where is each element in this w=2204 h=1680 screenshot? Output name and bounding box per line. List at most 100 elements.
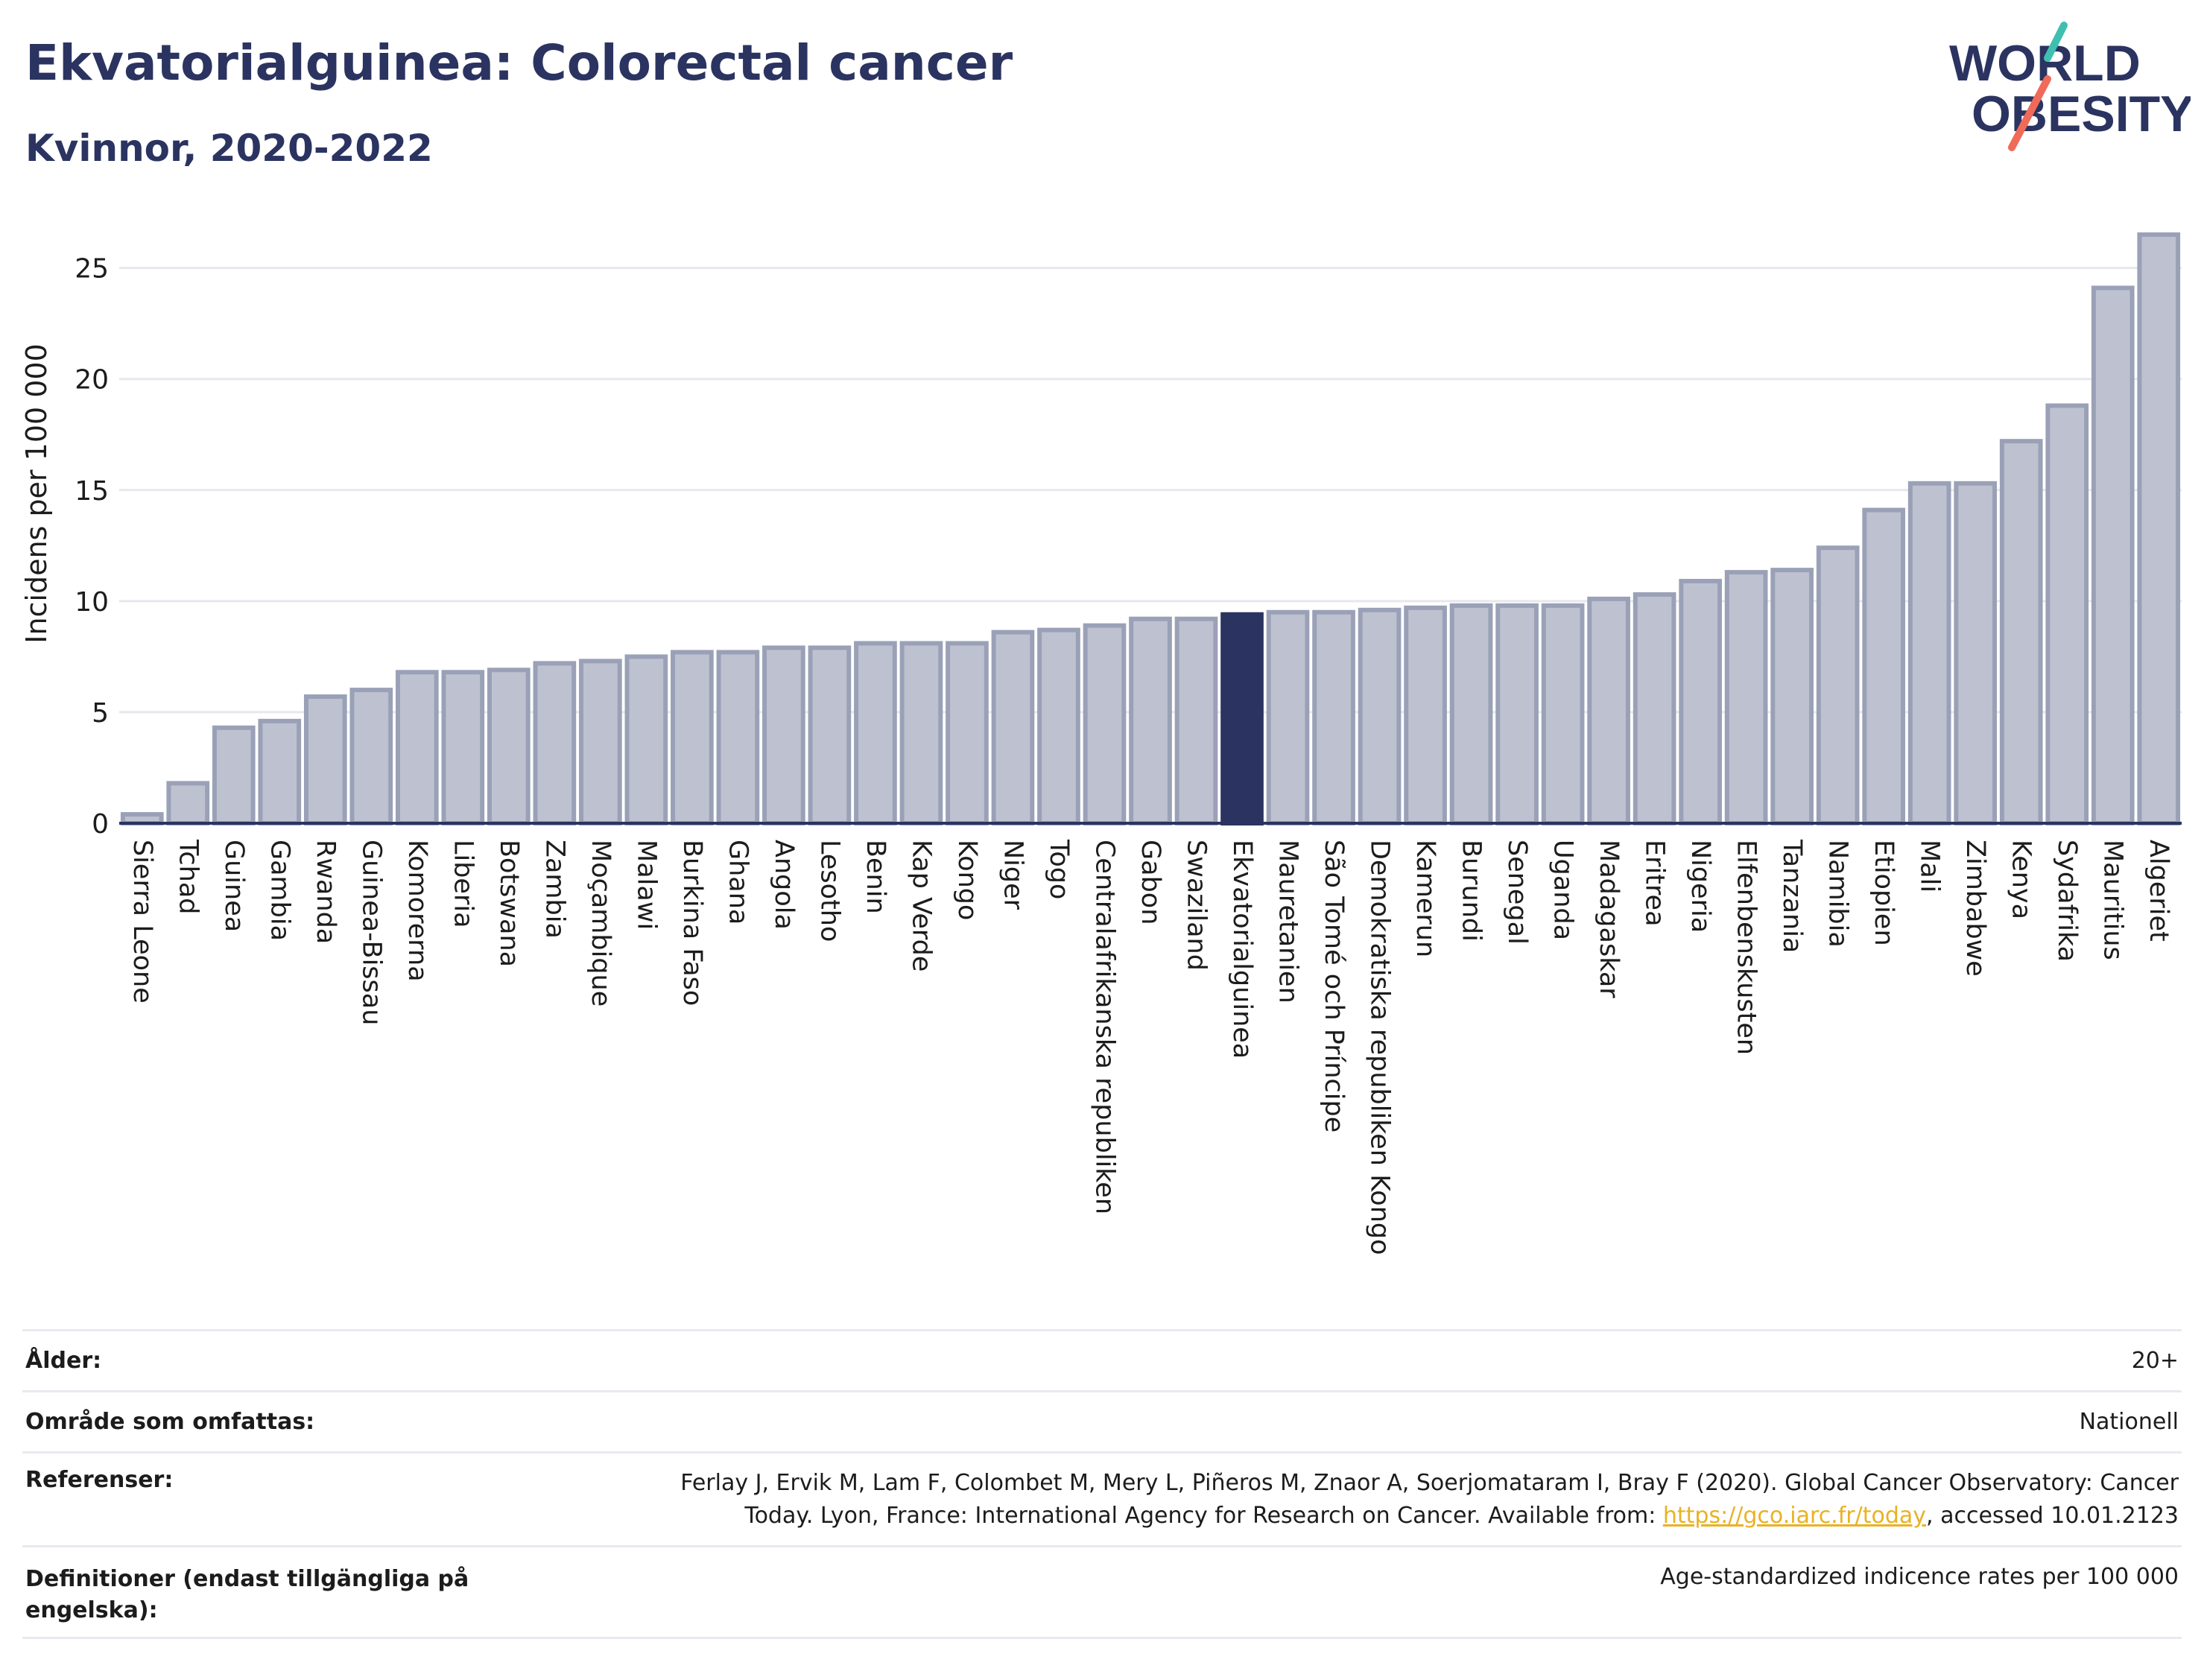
bar[interactable] — [1312, 609, 1355, 826]
bar[interactable] — [1954, 481, 1998, 825]
x-tick-label: Zimbabwe — [1960, 840, 1990, 977]
bar[interactable] — [166, 781, 210, 826]
bar[interactable] — [899, 641, 943, 825]
reference-text-line1: Ferlay J, Ervik M, Lam F, Colombet M, Me… — [680, 1470, 2179, 1496]
x-tick-label: Mali — [1915, 840, 1945, 893]
references-value: Ferlay J, Ervik M, Lam F, Colombet M, Me… — [680, 1467, 2179, 1532]
x-axis: Sierra Leone Tchad Guinea Gambia Rwanda Guine… — [119, 822, 2182, 1255]
chart-title: Ekvatorialguinea: Colorectal cancer — [25, 34, 1013, 92]
bar[interactable] — [2091, 285, 2135, 825]
bar[interactable] — [1724, 570, 1768, 825]
x-tick-label: Liberia — [448, 840, 478, 928]
info-row-references: Referenser: Ferlay J, Ervik M, Lam F, Co… — [22, 1451, 2182, 1545]
bar[interactable] — [1449, 603, 1493, 825]
bar[interactable] — [1587, 596, 1630, 825]
x-tick-label: Mauritius — [2098, 840, 2128, 960]
bar[interactable] — [395, 670, 439, 826]
bar[interactable] — [1633, 592, 1676, 825]
bar[interactable] — [762, 645, 805, 825]
x-tick-label: Kongo — [952, 840, 982, 920]
x-tick-label: Tchad — [173, 839, 203, 915]
x-tick-label: Ghana — [723, 840, 753, 925]
x-tick-label: Algeriet — [2144, 840, 2173, 942]
bar[interactable] — [1495, 603, 1539, 825]
bar[interactable] — [1129, 616, 1172, 825]
bar[interactable] — [349, 688, 393, 825]
bar[interactable] — [624, 654, 668, 826]
x-tick-label: Angola — [769, 840, 799, 930]
y-tick-label: 20 — [75, 365, 109, 396]
bar[interactable] — [1770, 568, 1814, 825]
bar[interactable] — [212, 725, 256, 826]
x-tick-label: Kamerun — [1410, 840, 1440, 957]
bar[interactable] — [671, 650, 714, 825]
x-tick-label: Sierra Leone — [127, 840, 157, 1004]
bar[interactable] — [991, 630, 1035, 825]
area-value: Nationell — [2079, 1409, 2179, 1435]
x-tick-label: Malawi — [631, 840, 661, 930]
bar[interactable] — [1679, 579, 1722, 825]
x-tick-label: Centralafrikanska republiken — [1089, 840, 1119, 1214]
bar[interactable] — [1907, 481, 1951, 825]
reference-link[interactable]: https://gco.iarc.fr/today — [1662, 1503, 1927, 1529]
bar[interactable] — [1541, 603, 1585, 825]
bar[interactable] — [1358, 607, 1402, 825]
x-tick-label: Tanzania — [1777, 839, 1807, 953]
bar[interactable] — [1404, 605, 1447, 826]
x-tick-label: Swaziland — [1182, 840, 1212, 971]
x-tick-label: Burkina Faso — [677, 840, 707, 1006]
age-value: 20+ — [2131, 1348, 2179, 1374]
bar[interactable] — [1999, 439, 2043, 825]
x-tick-label: São Tomé och Príncipe — [1319, 840, 1349, 1132]
y-tick-label: 5 — [92, 698, 109, 729]
x-tick-label: Namibia — [1823, 840, 1853, 948]
age-label: Ålder: — [25, 1348, 102, 1374]
y-tick-label: 0 — [92, 809, 109, 840]
bar[interactable] — [1220, 612, 1264, 825]
bars-layer — [120, 232, 2181, 826]
y-axis: 0 5 10 15 20 25 — [75, 254, 109, 840]
bar[interactable] — [441, 670, 485, 826]
x-tick-label: Botswana — [494, 840, 524, 967]
x-tick-label: Eritrea — [1640, 840, 1670, 927]
bar[interactable] — [1862, 507, 1906, 825]
x-tick-label: Zambia — [539, 840, 569, 939]
bar[interactable] — [579, 659, 622, 826]
x-tick-label: Kenya — [2007, 840, 2036, 919]
bar[interactable] — [258, 718, 302, 826]
x-tick-label: Moçambique — [586, 840, 615, 1007]
bar[interactable] — [2137, 232, 2181, 825]
x-tick-label: Togo — [1044, 839, 1074, 899]
x-tick-label: Nigeria — [1685, 840, 1715, 933]
bar[interactable] — [303, 694, 347, 825]
info-row-definitions: Definitioner (endast tillgängliga på eng… — [22, 1545, 2182, 1639]
bar[interactable] — [808, 645, 852, 825]
bar[interactable] — [1037, 627, 1080, 825]
bar[interactable] — [533, 661, 577, 825]
bar[interactable] — [716, 650, 760, 825]
bar[interactable] — [1266, 609, 1310, 826]
x-tick-label: Lesotho — [814, 840, 844, 942]
bar[interactable] — [1816, 545, 1860, 826]
bar[interactable] — [1083, 623, 1127, 825]
definitions-label: Definitioner (endast tillgängliga på eng… — [25, 1566, 469, 1623]
x-tick-label: Mauretanien — [1273, 840, 1303, 1004]
x-tick-label: Uganda — [1548, 840, 1578, 940]
y-tick-label: 10 — [75, 587, 109, 618]
bar[interactable] — [1174, 616, 1218, 825]
reference-text-line3: , accessed 10.01.2123 — [1926, 1503, 2179, 1529]
bar[interactable] — [854, 641, 897, 825]
x-tick-label: Senegal — [1502, 840, 1532, 945]
y-tick-label: 25 — [75, 254, 109, 285]
x-tick-label: Niger — [998, 840, 1027, 910]
bar[interactable] — [2045, 403, 2089, 825]
info-row-area: Område som omfattas: Nationell — [22, 1390, 2182, 1451]
y-axis-label: Incidens per 100 000 — [20, 343, 53, 644]
bar[interactable] — [946, 641, 989, 825]
x-tick-label: Ekvatorialguinea — [1227, 840, 1257, 1059]
bar-chart: 0 5 10 15 20 25 Sierra Leone Tchad Guinea Gambia… — [20, 232, 2182, 1255]
x-tick-label: Etiopien — [1869, 840, 1899, 946]
bar[interactable] — [487, 668, 531, 825]
x-tick-label: Rwanda — [311, 840, 341, 944]
reference-text-line2: Today. Lyon, France: International Agenc… — [744, 1503, 1663, 1529]
